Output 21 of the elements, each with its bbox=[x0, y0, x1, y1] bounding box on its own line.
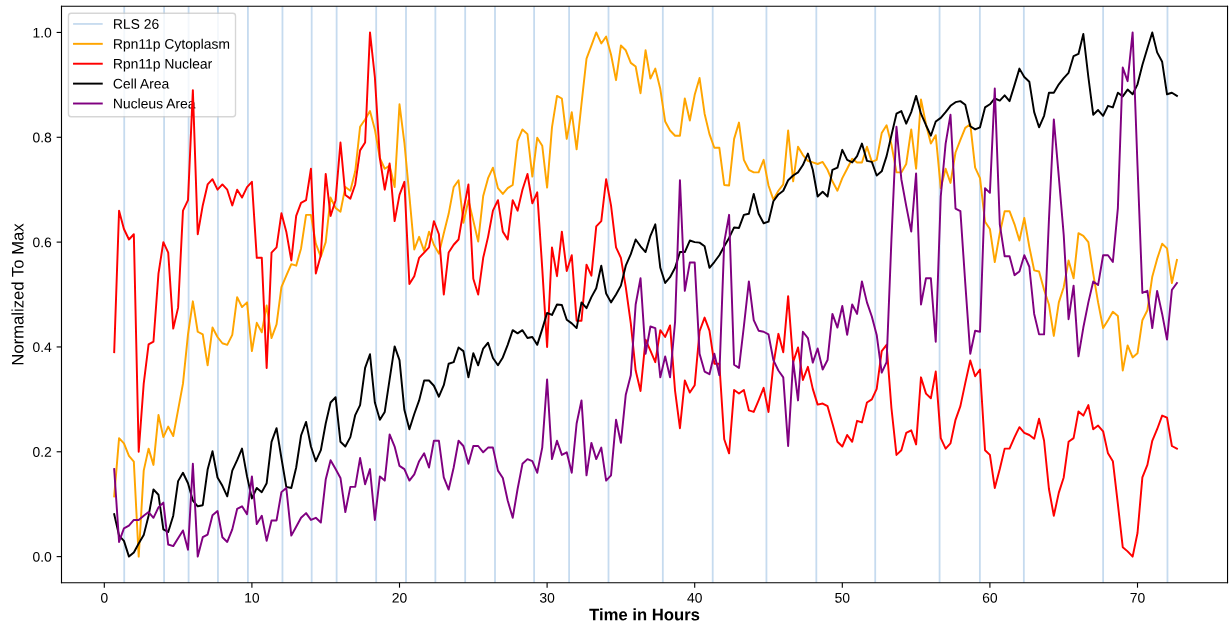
x-tick-label: 50 bbox=[835, 592, 850, 603]
x-axis-title: Time in Hours bbox=[589, 608, 700, 621]
y-tick-label: 0.4 bbox=[33, 342, 52, 353]
y-tick-label: 1.0 bbox=[33, 27, 52, 38]
x-tick-label: 10 bbox=[245, 592, 260, 603]
x-tick-label: 60 bbox=[982, 592, 998, 603]
x-tick-label: 30 bbox=[539, 592, 555, 603]
legend-label: Rpn11p Cytoplasm bbox=[114, 38, 230, 52]
y-tick-label: 0.2 bbox=[33, 447, 52, 457]
legend-label: Rpn11p Nuclear bbox=[114, 58, 212, 72]
x-tick-label: 40 bbox=[687, 592, 702, 603]
ref-line-label: RLS 26 bbox=[114, 19, 159, 29]
x-tick-label: 70 bbox=[1130, 592, 1145, 603]
y-tick-label: 0.8 bbox=[33, 132, 52, 143]
line-series bbox=[113, 31, 1178, 558]
x-tick-label: 20 bbox=[392, 592, 407, 603]
y-tick-label: 0.0 bbox=[33, 551, 52, 562]
legend-label: Cell Area bbox=[113, 78, 170, 89]
y-tick-label: 0.6 bbox=[33, 237, 52, 248]
y-axis-title: Normalized To Max bbox=[11, 223, 24, 365]
x-tick-label: 0 bbox=[100, 592, 108, 603]
